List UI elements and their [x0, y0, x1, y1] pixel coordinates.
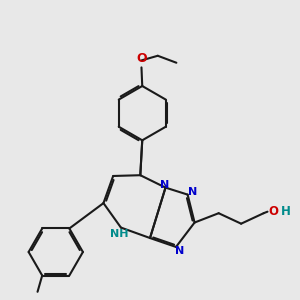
- Text: H: H: [281, 205, 291, 218]
- Text: N: N: [188, 187, 197, 197]
- Text: NH: NH: [110, 229, 128, 239]
- Text: O: O: [268, 205, 278, 218]
- Text: O: O: [136, 52, 147, 65]
- Text: N: N: [160, 179, 170, 190]
- Text: N: N: [175, 246, 184, 256]
